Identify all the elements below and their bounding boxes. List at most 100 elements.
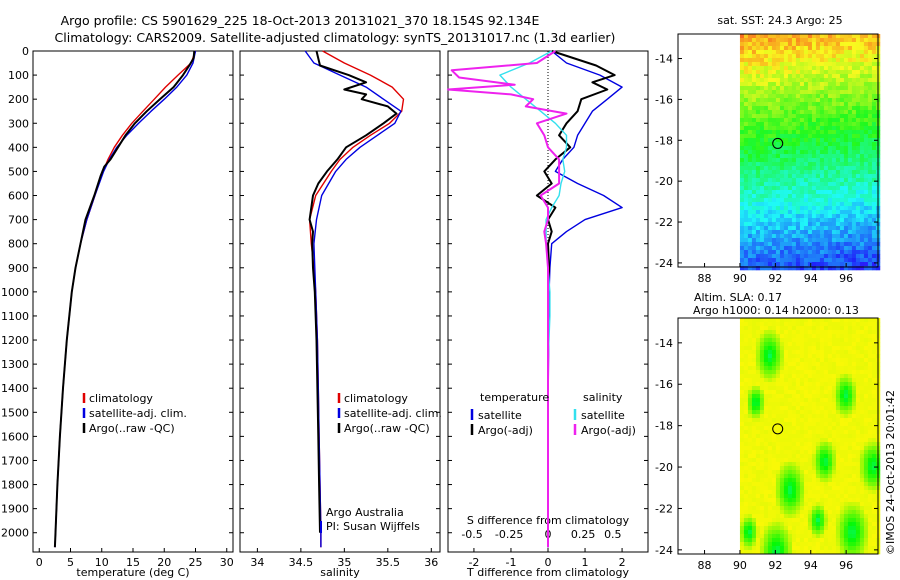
heatmap-cell <box>747 382 753 387</box>
heatmap-cell <box>771 238 777 243</box>
heatmap-cell <box>847 166 853 171</box>
heatmap-cell <box>759 242 765 247</box>
heatmap-cell <box>755 502 761 507</box>
heatmap-cell <box>871 386 877 391</box>
heatmap-cell <box>827 98 833 103</box>
heatmap-cell <box>747 350 753 355</box>
heatmap-cell <box>843 498 849 503</box>
heatmap-cell <box>867 178 873 183</box>
heatmap-cell <box>739 522 745 527</box>
heatmap-cell <box>815 242 821 247</box>
y-tick-label: 1300 <box>1 358 29 371</box>
heatmap-cell <box>831 458 837 463</box>
heatmap-cell <box>775 254 781 259</box>
heatmap-cell <box>779 210 785 215</box>
heatmap-cell <box>747 366 753 371</box>
heatmap-cell <box>763 410 769 415</box>
heatmap-cell <box>775 374 781 379</box>
heatmap-cell <box>815 330 821 335</box>
heatmap-cell <box>763 66 769 71</box>
heatmap-cell <box>787 222 793 227</box>
heatmap-cell <box>823 382 829 387</box>
heatmap-cell <box>831 218 837 223</box>
heatmap-cell <box>843 54 849 59</box>
heatmap-cell <box>755 402 761 407</box>
heatmap-cell <box>823 254 829 259</box>
heatmap-cell <box>831 186 837 191</box>
heatmap-cell <box>783 134 789 139</box>
heatmap-cell <box>855 430 861 435</box>
heatmap-cell <box>855 346 861 351</box>
heatmap-cell <box>855 66 861 71</box>
heatmap-cell <box>771 534 777 539</box>
heatmap-cell <box>779 514 785 519</box>
heatmap-cell <box>859 222 865 227</box>
heatmap-cell <box>811 534 817 539</box>
heatmap-cell <box>807 254 813 259</box>
heatmap-cell <box>819 118 825 123</box>
heatmap-cell <box>843 462 849 467</box>
heatmap-cell <box>743 182 749 187</box>
heatmap-cell <box>811 34 817 39</box>
heatmap-cell <box>775 154 781 159</box>
heatmap-cell <box>823 478 829 483</box>
heatmap-cell <box>839 334 845 339</box>
heatmap-cell <box>835 110 841 115</box>
heatmap-cell <box>783 150 789 155</box>
heatmap-cell <box>743 534 749 539</box>
heatmap-cell <box>811 446 817 451</box>
heatmap-cell <box>871 374 877 379</box>
heatmap-cell <box>791 538 797 543</box>
heatmap-cell <box>767 110 773 115</box>
heatmap-cell <box>855 202 861 207</box>
heatmap-cell <box>807 358 813 363</box>
heatmap-cell <box>823 42 829 47</box>
heatmap-cell <box>763 142 769 147</box>
heatmap-cell <box>755 206 761 211</box>
heatmap-cell <box>847 374 853 379</box>
heatmap-cell <box>803 250 809 255</box>
heatmap-cell <box>743 178 749 183</box>
heatmap-cell <box>855 450 861 455</box>
heatmap-cell <box>747 198 753 203</box>
heatmap-cell <box>743 266 749 271</box>
heatmap-cell <box>779 202 785 207</box>
heatmap-cell <box>807 258 813 263</box>
heatmap-cell <box>751 546 757 551</box>
heatmap-cell <box>831 174 837 179</box>
heatmap-cell <box>795 474 801 479</box>
heatmap-cell <box>779 58 785 63</box>
heatmap-cell <box>767 426 773 431</box>
heatmap-cell <box>767 106 773 111</box>
heatmap-cell <box>759 438 765 443</box>
heatmap-cell <box>759 62 765 67</box>
heatmap-cell <box>835 262 841 267</box>
heatmap-cell <box>811 102 817 107</box>
heatmap-cell <box>779 222 785 227</box>
heatmap-cell <box>839 74 845 79</box>
heatmap-cell <box>867 466 873 471</box>
heatmap-cell <box>799 258 805 263</box>
heatmap-cell <box>827 502 833 507</box>
heatmap-cell <box>839 378 845 383</box>
heatmap-cell <box>743 514 749 519</box>
heatmap-cell <box>855 426 861 431</box>
heatmap-cell <box>847 390 853 395</box>
heatmap-cell <box>863 130 869 135</box>
heatmap-cell <box>831 58 837 63</box>
heatmap-cell <box>867 218 873 223</box>
heatmap-cell <box>835 482 841 487</box>
heatmap-cell <box>739 250 745 255</box>
heatmap-cell <box>851 462 857 467</box>
heatmap-cell <box>783 114 789 119</box>
heatmap-cell <box>743 250 749 255</box>
heatmap-cell <box>763 182 769 187</box>
heatmap-cell <box>835 42 841 47</box>
heatmap-cell <box>851 142 857 147</box>
heatmap-cell <box>863 86 869 91</box>
heatmap-cell <box>759 526 765 531</box>
heatmap-cell <box>855 86 861 91</box>
heatmap-cell <box>803 266 809 271</box>
heatmap-cell <box>855 526 861 531</box>
heatmap-cell <box>767 530 773 535</box>
